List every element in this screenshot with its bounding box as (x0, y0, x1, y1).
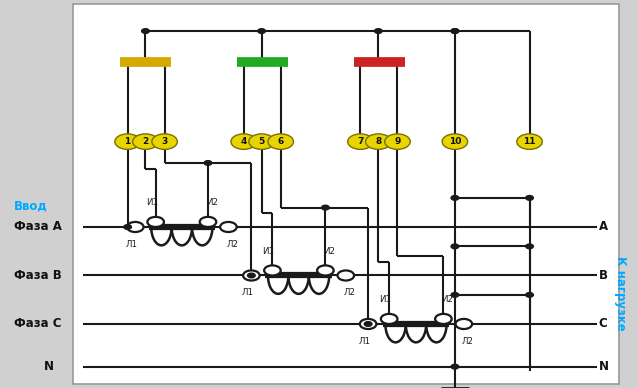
Text: Л2: Л2 (462, 337, 473, 346)
Text: 9: 9 (394, 137, 401, 146)
Circle shape (348, 134, 373, 149)
Circle shape (220, 222, 237, 232)
Circle shape (268, 134, 293, 149)
Text: N: N (43, 360, 54, 373)
Text: 6: 6 (278, 137, 284, 146)
Circle shape (364, 322, 372, 326)
Text: 4: 4 (241, 137, 247, 146)
Circle shape (204, 161, 212, 165)
Circle shape (142, 29, 149, 33)
Circle shape (435, 314, 452, 324)
Text: Фаза A: Фаза A (14, 220, 62, 234)
Text: B: B (598, 269, 607, 282)
Circle shape (124, 225, 131, 229)
Circle shape (264, 265, 281, 275)
Text: 1: 1 (124, 137, 131, 146)
Circle shape (322, 205, 329, 210)
Text: И1: И1 (380, 295, 391, 305)
Circle shape (127, 222, 144, 232)
Circle shape (517, 134, 542, 149)
Text: 11: 11 (523, 137, 536, 146)
Text: Л2: Л2 (226, 240, 238, 249)
Circle shape (147, 217, 164, 227)
Circle shape (133, 134, 158, 149)
Text: 8: 8 (375, 137, 382, 146)
Text: Фаза C: Фаза C (14, 317, 61, 331)
Circle shape (381, 314, 397, 324)
Circle shape (451, 293, 459, 297)
Circle shape (451, 29, 459, 33)
Circle shape (231, 134, 256, 149)
Text: 10: 10 (449, 137, 461, 146)
Text: 3: 3 (161, 137, 168, 146)
Circle shape (526, 244, 533, 249)
Text: И2: И2 (441, 295, 453, 305)
Circle shape (451, 29, 459, 33)
Text: И1: И1 (263, 247, 274, 256)
Circle shape (385, 134, 410, 149)
Circle shape (451, 364, 459, 369)
Circle shape (243, 270, 260, 281)
Text: N: N (598, 360, 609, 373)
Circle shape (115, 134, 140, 149)
Text: Ввод: Ввод (14, 199, 48, 212)
Circle shape (200, 217, 216, 227)
Text: 2: 2 (142, 137, 149, 146)
Circle shape (456, 319, 472, 329)
Text: И1: И1 (146, 198, 158, 208)
Circle shape (451, 196, 459, 200)
Text: 7: 7 (357, 137, 364, 146)
Text: Л2: Л2 (344, 288, 355, 298)
Circle shape (360, 319, 376, 329)
Circle shape (258, 29, 265, 33)
Circle shape (375, 29, 382, 33)
Circle shape (526, 293, 533, 297)
Circle shape (249, 134, 274, 149)
Circle shape (248, 273, 255, 278)
Text: 5: 5 (258, 137, 265, 146)
Text: И2: И2 (206, 198, 218, 208)
Text: Фаза B: Фаза B (14, 269, 62, 282)
Text: Л1: Л1 (242, 288, 253, 298)
Circle shape (152, 134, 177, 149)
Text: К нагрузке: К нагрузке (614, 256, 627, 330)
Text: И2: И2 (323, 247, 335, 256)
Circle shape (317, 265, 334, 275)
Text: A: A (598, 220, 607, 234)
Circle shape (442, 134, 468, 149)
FancyBboxPatch shape (73, 4, 619, 384)
Text: Л1: Л1 (126, 240, 137, 249)
Text: Л1: Л1 (359, 337, 370, 346)
Circle shape (451, 244, 459, 249)
Circle shape (366, 134, 391, 149)
Text: C: C (598, 317, 607, 331)
Circle shape (338, 270, 354, 281)
Circle shape (526, 196, 533, 200)
